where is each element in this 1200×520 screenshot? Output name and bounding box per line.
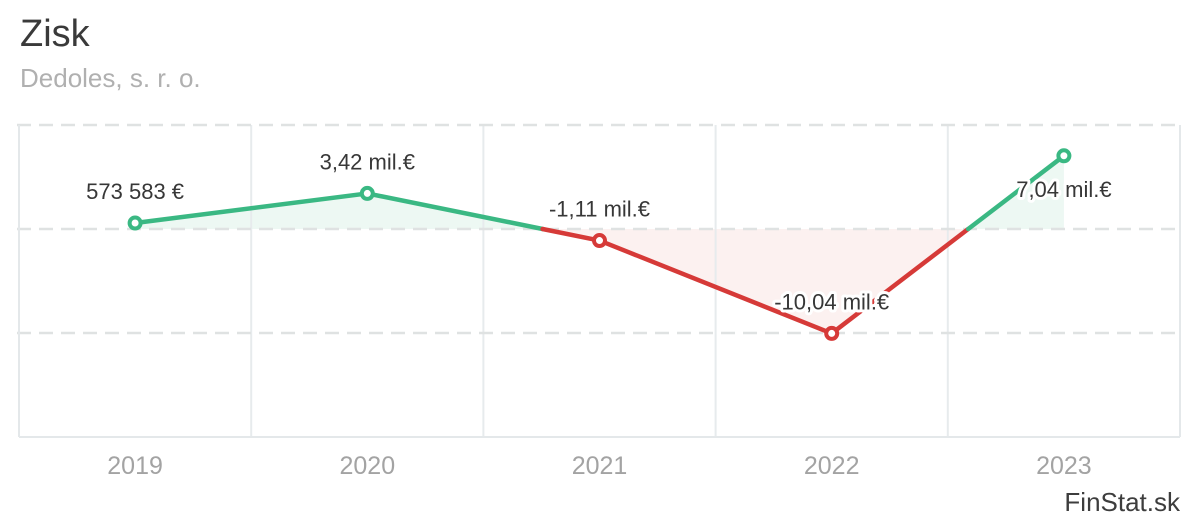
x-axis-label-2020: 2020 (339, 452, 395, 480)
chart-subtitle: Dedoles, s. r. o. (20, 63, 201, 93)
x-axis-label-2019: 2019 (107, 452, 163, 480)
area-fill-negative (542, 229, 969, 334)
point-label-2022: -10,04 mil.€ (774, 289, 889, 314)
data-point-2023[interactable] (1056, 148, 1072, 164)
data-point-2022[interactable] (824, 325, 840, 341)
data-point-2020[interactable] (359, 185, 375, 201)
data-point-2019[interactable] (127, 215, 143, 231)
chart-title: Zisk (20, 13, 90, 55)
point-label-2021: -1,11 mil.€ (549, 197, 650, 222)
point-label-2019: 573 583 € (86, 179, 184, 204)
x-axis-label-2023: 2023 (1036, 452, 1092, 480)
x-axis-label-2021: 2021 (572, 452, 628, 480)
point-label-2020: 3,42 mil.€ (320, 149, 415, 174)
series-segment-positive (965, 153, 1067, 232)
point-label-2023: 7,04 mil.€ (1016, 177, 1111, 202)
area-fill-positive (135, 193, 543, 229)
x-axis-label-2022: 2022 (804, 452, 860, 480)
data-point-2021[interactable] (592, 233, 607, 249)
finstat-watermark-link[interactable]: FinStat.sk (1064, 487, 1180, 517)
series-segment-negative (540, 226, 971, 336)
